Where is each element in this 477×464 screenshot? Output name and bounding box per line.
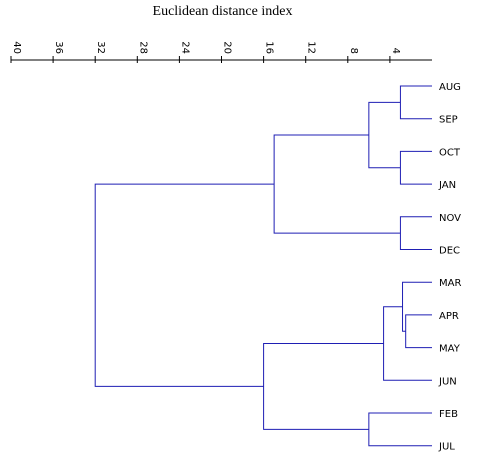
axis-tick-label: 12 [306, 41, 317, 54]
leaf-label: MAY [439, 344, 461, 355]
dendrogram-link [402, 281, 432, 332]
leaf-label: JUN [438, 376, 457, 387]
dendrogram-link [399, 85, 432, 120]
dendrogram-link [94, 183, 275, 387]
leaf-label: OCT [439, 147, 461, 158]
axis-tick-label: 4 [390, 48, 401, 54]
axis-tick-label: 8 [348, 48, 359, 54]
dendrogram-link [383, 306, 432, 381]
axis-tick-label: 16 [264, 41, 275, 54]
dendrogram-link [405, 314, 432, 349]
leaf-label: FEB [439, 409, 458, 420]
axis-tick-label: 28 [137, 41, 148, 54]
chart-title: Euclidean distance index [152, 4, 293, 19]
leaf-label: MAR [439, 278, 461, 289]
leaf-label: DEC [439, 246, 460, 257]
dendrogram-link [368, 412, 432, 447]
dendrogram-link [263, 343, 384, 430]
dendrogram-link [273, 134, 401, 234]
leaf-label: SEP [439, 115, 458, 126]
leaf-label: AUG [439, 82, 461, 93]
dendrogram-link [368, 101, 401, 169]
axis-tick-label: 40 [11, 41, 22, 54]
axis-tick-label: 24 [179, 41, 190, 54]
leaf-label: JUL [438, 442, 455, 453]
axis-tick-label: 36 [53, 41, 64, 54]
leaf-label: JAN [438, 180, 456, 191]
leaf-label: NOV [439, 213, 461, 224]
axis-tick-label: 20 [222, 41, 233, 54]
leaf-label: APR [439, 311, 459, 322]
dendrogram-link [399, 150, 432, 185]
axis-tick-label: 32 [95, 41, 106, 54]
dendrogram-link [399, 216, 432, 250]
